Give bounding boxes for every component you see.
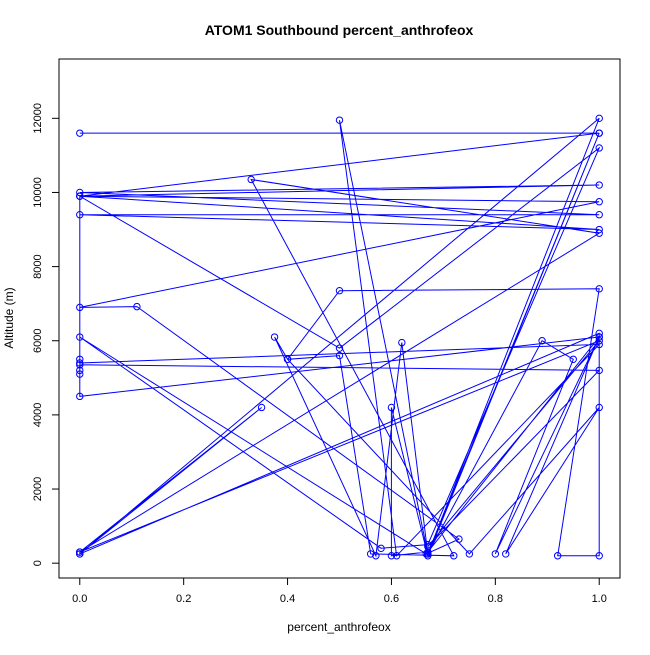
data-point — [450, 552, 458, 560]
data-point — [595, 552, 603, 560]
data-point — [387, 403, 396, 412]
data-point — [595, 144, 603, 152]
data-point — [76, 392, 84, 401]
data-point — [335, 116, 344, 124]
y-tick-label: 6000 — [32, 329, 44, 353]
x-tick-label: 0.8 — [488, 593, 503, 605]
data-point — [595, 129, 603, 137]
data-point — [76, 366, 84, 375]
data-point — [76, 192, 84, 200]
data-point — [553, 552, 562, 560]
y-tick-label: 2000 — [32, 477, 44, 501]
x-tick-label: 0.6 — [384, 593, 399, 605]
data-point — [595, 181, 603, 189]
data-point — [283, 355, 292, 363]
data-point — [247, 175, 255, 184]
data-point — [595, 340, 603, 349]
data-point — [76, 188, 84, 197]
data-point — [335, 351, 344, 360]
data-point — [76, 370, 84, 378]
data-point — [387, 552, 396, 560]
x-tick-label: 1.0 — [592, 593, 607, 605]
data-point — [595, 403, 603, 412]
data-point — [377, 544, 385, 553]
data-point — [335, 344, 344, 352]
data-point — [491, 550, 500, 558]
data-point — [595, 198, 603, 206]
x-tick-label: 0.2 — [176, 593, 191, 605]
data-point — [595, 229, 603, 237]
x-tick-label: 0.0 — [72, 593, 87, 605]
data-point — [76, 355, 84, 363]
data-point — [76, 303, 84, 312]
data-point — [538, 337, 546, 345]
data-point — [76, 359, 84, 367]
data-point — [76, 333, 84, 341]
data-point — [595, 329, 603, 338]
data-point — [372, 552, 380, 560]
data-point — [76, 129, 84, 137]
data-point — [465, 550, 474, 558]
y-tick-label: 0 — [32, 560, 44, 566]
data-point — [424, 550, 432, 558]
data-point — [502, 550, 510, 558]
y-axis-label: Altitude (m) — [2, 287, 16, 348]
y-tick-label: 8000 — [32, 254, 44, 278]
x-tick-label: 0.4 — [280, 593, 295, 605]
data-point — [569, 355, 577, 363]
data-point — [76, 548, 84, 556]
data-point — [595, 285, 603, 293]
data-point — [595, 114, 603, 123]
data-point — [133, 302, 141, 311]
data-point — [270, 333, 279, 341]
data-point — [257, 403, 266, 412]
data-point — [366, 550, 375, 558]
x-axis-label: percent_anthrofeox — [287, 620, 390, 634]
data-point — [76, 211, 84, 219]
data-point — [335, 286, 344, 295]
x-axis: 0.0 0.2 0.4 0.6 0.8 1.0 — [72, 577, 607, 605]
data-point — [392, 552, 401, 560]
data-point — [595, 333, 603, 341]
data-point — [424, 542, 432, 551]
data-point — [595, 337, 603, 345]
data-point — [595, 211, 603, 219]
data-point — [455, 535, 463, 543]
data-point — [595, 366, 603, 375]
data-point — [398, 338, 406, 347]
series-line — [79, 117, 601, 558]
data-point — [595, 225, 603, 234]
y-tick-label: 10000 — [32, 177, 44, 208]
y-tick-label: 12000 — [32, 103, 44, 134]
y-axis: 0 2000 4000 6000 8000 10000 12000 — [32, 103, 60, 566]
series-layer — [76, 114, 603, 560]
chart-title: ATOM1 Southbound percent_anthrofeox — [205, 22, 474, 38]
y-tick-label: 4000 — [32, 403, 44, 427]
